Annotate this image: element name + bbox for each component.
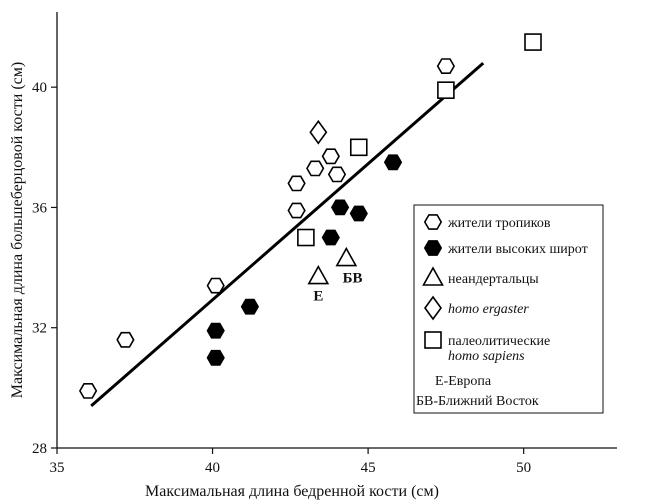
point-hexagon [287,202,306,219]
point-hexagon-filled [321,229,340,246]
point-square [349,138,368,157]
point-hexagon [287,175,306,192]
legend-label: жители высоких широт [447,242,588,257]
legend-label: жители тропиков [447,216,551,231]
legend-box [413,204,604,414]
y-tick-label: 36 [32,200,48,216]
legend-label: homo sapiens [448,349,525,364]
point-hexagon-filled [330,199,350,216]
x-tick-label: 45 [361,460,376,476]
point-hexagon [436,58,456,74]
point-triangle [307,264,330,285]
data-points [78,33,542,399]
legend-marker [423,240,443,256]
x-tick-label: 35 [50,460,65,476]
legend: жители тропиков жители высоких широт неанд… [413,204,604,414]
point-square [437,81,455,99]
legend-label: палеолитические [448,334,550,349]
y-tick-label: 40 [32,80,47,96]
point-annotations: Е БВ [313,271,362,305]
point-hexagon [116,331,135,348]
legend-marker [422,266,444,286]
trend-line [90,61,485,408]
point-square [297,228,315,247]
point-triangle [335,246,358,267]
point-hexagon [78,382,98,399]
point-hexagon [321,148,340,165]
point-square [524,33,542,51]
point-annotation: БВ [343,271,363,287]
axis-ticks: 35 40 45 50 28 32 36 40 [32,80,531,476]
point-annotation: Е [313,289,323,305]
legend-marker [424,295,442,321]
point-hexagon [327,166,347,183]
legend-label: неандертальцы [448,272,539,287]
x-tick-label: 50 [516,460,531,476]
point-diamond [309,119,328,145]
y-tick-label: 28 [32,441,47,457]
trend-line-group [90,61,485,408]
point-hexagon-filled [240,298,260,315]
y-tick-label: 32 [32,321,47,337]
legend-note: БВ-Ближний Восток [416,394,539,409]
legend-note: Е-Европа [435,374,492,389]
point-hexagon [306,160,325,177]
legend-marker [423,214,443,230]
point-hexagon-filled [206,349,225,366]
legend-marker [424,331,442,349]
y-axis-title: Максимальная длина большеберцовой кости … [9,62,26,398]
point-hexagon-filled [349,205,368,222]
x-tick-label: 40 [205,460,220,476]
point-hexagon-filled [206,322,225,339]
x-axis-title: Максимальная длина бедренной кости (см) [145,483,439,500]
point-hexagon [206,277,225,294]
point-hexagon-filled [383,154,403,171]
legend-label: homo ergaster [448,302,529,317]
